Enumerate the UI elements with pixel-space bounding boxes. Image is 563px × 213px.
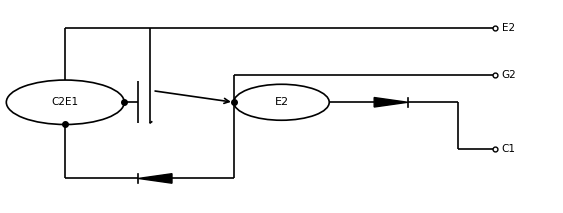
Text: E2: E2 <box>502 23 515 33</box>
Polygon shape <box>138 174 172 183</box>
Text: G2: G2 <box>502 70 516 80</box>
Text: E2: E2 <box>274 97 289 107</box>
Text: C2E1: C2E1 <box>52 97 79 107</box>
Text: C1: C1 <box>502 144 516 154</box>
Polygon shape <box>374 98 408 107</box>
